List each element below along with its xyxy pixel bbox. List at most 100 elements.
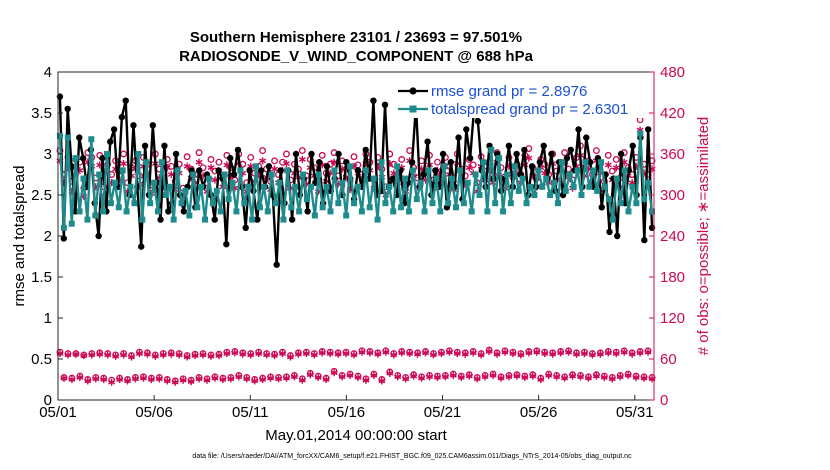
obs-star-stroke (60, 375, 68, 381)
obs-assimilated-marker (580, 349, 588, 358)
rmse-point (617, 150, 625, 158)
spread-point (151, 179, 158, 186)
obs-star-stroke (298, 377, 306, 383)
spread-point (421, 208, 428, 215)
obs-assimilated-marker (275, 375, 283, 383)
obs-star-stroke (302, 351, 310, 356)
spread-point (174, 167, 181, 174)
spread-point (64, 134, 71, 141)
obs-assimilated-marker (493, 350, 501, 358)
obs-assimilated-marker (139, 374, 147, 382)
obs-assimilated-marker (259, 375, 267, 384)
obs-star-stroke (219, 377, 227, 382)
spread-point (574, 167, 581, 174)
legend-rmse-marker (409, 87, 417, 95)
obs-star-stroke (628, 351, 636, 357)
rmse-point (273, 261, 280, 268)
obs-star-stroke (235, 374, 243, 380)
spread-point (566, 171, 573, 178)
spread-point (186, 212, 193, 219)
obs-assimilated-marker (128, 353, 135, 361)
obs-assimilated-marker (239, 350, 247, 358)
data-file-footer: data file: /Users/raeder/DAI/ATM_forcXX/… (192, 453, 632, 460)
obs-assimilated-marker (366, 349, 374, 357)
obs-assimilated-marker (76, 373, 84, 382)
spread-point (76, 208, 83, 215)
spread-point (590, 167, 597, 174)
obs-star-stroke (354, 375, 362, 380)
spread-point (417, 179, 424, 186)
spread-point (362, 167, 369, 174)
obs-star-stroke (565, 349, 573, 355)
obs-star-stroke (282, 375, 290, 381)
rmse-point (420, 171, 427, 178)
obs-assimilated-marker (310, 351, 318, 359)
obs-assimilated-marker (378, 377, 386, 385)
obs-star-stroke (441, 374, 449, 380)
obs-assimilated-marker (326, 349, 334, 358)
spread-point (92, 212, 99, 219)
obs-star-stroke (386, 370, 394, 376)
spread-point (135, 151, 142, 157)
spread-point (515, 187, 522, 194)
obs-assimilated-marker (596, 350, 604, 358)
obs-star-stroke (275, 376, 283, 382)
obs-possible-marker (247, 153, 255, 161)
obs-star-stroke (525, 155, 533, 161)
obs-assimilated-marker (163, 377, 171, 385)
spread-point (190, 171, 197, 178)
y2-tick-label: 0 (660, 392, 668, 409)
obs-assimilated-marker (104, 351, 112, 359)
obs-assimilated-marker (549, 350, 557, 358)
obs-assimilated-marker (592, 372, 600, 380)
obs-star-stroke (80, 353, 88, 358)
obs-assimilated-marker (314, 373, 322, 382)
obs-star-stroke (370, 372, 378, 378)
obs-possible-marker (469, 161, 477, 169)
obs-assimilated-marker (334, 350, 342, 358)
y-tick-label: 1 (44, 310, 52, 327)
obs-assimilated-marker (207, 352, 215, 360)
spread-point (162, 192, 169, 198)
obs-star-stroke (541, 351, 549, 356)
obs-star-stroke (290, 374, 298, 380)
obs-possible-marker (259, 147, 267, 155)
obs-star-stroke (624, 372, 632, 378)
spread-point (327, 208, 334, 215)
spread-point (625, 208, 632, 215)
spread-point (531, 192, 538, 198)
obs-assimilated-marker (171, 378, 179, 386)
obs-star-stroke (322, 377, 330, 382)
x-tick-label: 05/21 (424, 404, 462, 421)
spread-point (374, 216, 381, 223)
spread-point (382, 200, 389, 207)
obs-assimilated-marker (600, 373, 608, 382)
spread-point (198, 183, 205, 190)
obs-assimilated-marker (120, 159, 128, 168)
obs-assimilated-marker (453, 349, 461, 358)
spread-point (84, 216, 91, 223)
obs-possible-marker (561, 149, 569, 157)
obs-assimilated-marker (112, 352, 120, 360)
obs-star-stroke (378, 378, 386, 384)
spread-point (613, 175, 620, 182)
spread-point (245, 183, 252, 190)
obs-assimilated-marker (461, 350, 469, 358)
spread-point (303, 196, 310, 203)
obs-assimilated-marker (382, 348, 390, 356)
obs-assimilated-marker (219, 375, 227, 384)
obs-assimilated-marker (64, 351, 72, 359)
obs-assimilated-marker (537, 375, 545, 384)
obs-star-stroke (473, 376, 481, 382)
obs-possible-marker (318, 151, 326, 159)
legend-box (395, 78, 645, 118)
obs-star-stroke (481, 374, 489, 380)
x-tick-label: 05/06 (135, 404, 173, 421)
rmse-point (323, 163, 331, 170)
obs-assimilated-marker (577, 373, 584, 381)
spread-point (405, 208, 412, 215)
obs-star-stroke (298, 157, 306, 162)
obs-star-stroke (207, 165, 215, 171)
obs-star-stroke (243, 376, 251, 382)
obs-possible-marker (604, 151, 612, 159)
